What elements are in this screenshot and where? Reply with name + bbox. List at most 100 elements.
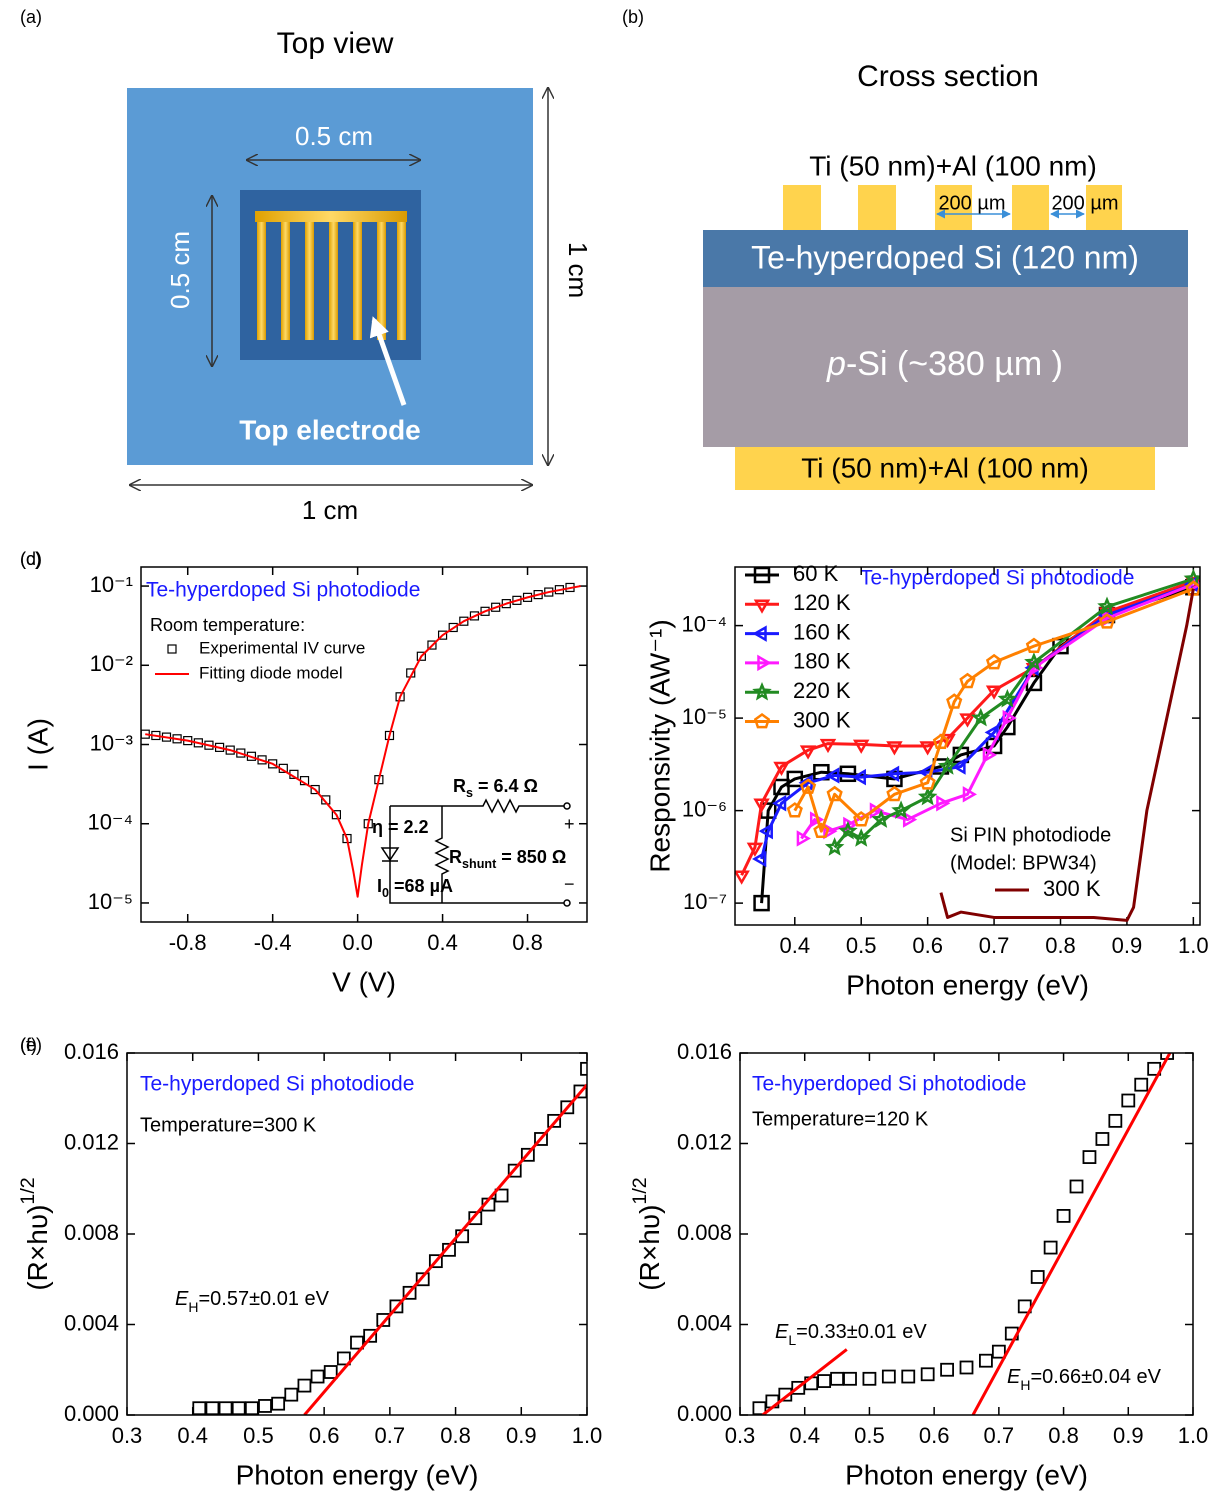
electrode-label: Top electrode <box>239 414 421 445</box>
marker <box>871 809 891 828</box>
marker <box>991 1344 1006 1359</box>
y-tick-label: 0.012 <box>677 1129 732 1154</box>
text-part: =0.33±0.01 eV <box>796 1321 927 1343</box>
y-tick-label: 10⁻⁴ <box>87 810 133 835</box>
marker <box>284 1387 299 1402</box>
x-tick-label: 0.7 <box>979 933 1010 958</box>
legend-entry: 180 K <box>745 649 851 674</box>
marker <box>799 778 817 794</box>
panel-b: (b) Cross section Ti (50 nm)+Al (100 nm)… <box>622 7 1188 490</box>
marker <box>547 1113 562 1128</box>
layer-label: p-Si (~380 µm ) <box>826 345 1063 383</box>
y-tick-label: 10⁻⁵ <box>88 889 133 914</box>
diagram-title: Top view <box>277 27 394 60</box>
marker <box>919 741 936 756</box>
legend-label: Experimental IV curve <box>199 638 365 657</box>
marker <box>940 1362 954 1377</box>
marker <box>520 1147 535 1162</box>
x-axis-label: Photon energy (eV) <box>236 1459 479 1490</box>
marker <box>350 1335 364 1350</box>
marker <box>946 693 963 709</box>
y-tick-label: 10⁻² <box>90 651 133 676</box>
marker <box>494 1188 509 1203</box>
panel-label: (d) <box>20 549 42 569</box>
chart: (e) 0.3 0.4 0.5 0.6 0.7 0.8 0.9 1.0 0.000 0.004 0.0… <box>17 1035 602 1491</box>
marker <box>416 651 426 661</box>
marker <box>580 1061 587 1076</box>
layer-label: Te-hyperdoped Si (120 nm) <box>751 239 1139 275</box>
text-part: 1/2 <box>629 1177 651 1204</box>
marker <box>310 784 320 795</box>
annotation: Te-hyperdoped Si photodiode <box>146 579 420 602</box>
x-tick-label: 0.8 <box>512 930 543 955</box>
text-part: (R×hυ) <box>22 1205 53 1291</box>
electrode <box>255 211 407 340</box>
text-part: = 850 Ω <box>496 847 566 867</box>
series-line <box>761 1348 848 1415</box>
x-tick-label: 0.4 <box>779 933 810 958</box>
legend-label: 220 K <box>793 678 851 703</box>
marker <box>823 822 838 840</box>
panel-label: (b) <box>622 7 644 27</box>
marker <box>937 756 958 775</box>
plot-frame <box>739 1052 1194 1416</box>
marker <box>962 786 978 803</box>
annotation: Si PIN photodiode <box>950 824 1111 846</box>
annotation: (Model: BPW34) <box>950 852 1097 874</box>
marker <box>819 738 837 754</box>
legend-swatch <box>753 599 771 614</box>
marker <box>1030 1270 1045 1284</box>
legend-entry: 300 K <box>995 876 1101 901</box>
marker <box>205 1401 220 1415</box>
y-axis-label: (R×hυ)1/2 <box>17 1177 53 1290</box>
y-tick-label: 0.012 <box>64 1129 119 1154</box>
text-part: (R×hυ) <box>634 1205 665 1291</box>
marker <box>824 837 845 856</box>
series-line <box>145 585 581 898</box>
marker <box>884 765 900 783</box>
legend-label: 300 K <box>1043 876 1101 901</box>
marker <box>402 1285 417 1300</box>
marker <box>395 692 405 702</box>
legend-entry: 300 K <box>745 707 851 732</box>
marker <box>886 785 903 802</box>
plot-frame <box>126 1052 588 1416</box>
marker <box>773 761 790 776</box>
text-part: L <box>788 1332 796 1348</box>
panel-label: (c) <box>20 549 41 569</box>
marker <box>753 798 770 813</box>
marker <box>997 688 1018 708</box>
y-tick-label: 0.008 <box>677 1220 732 1245</box>
marker <box>951 758 966 775</box>
x-tick-label: 0.5 <box>846 933 877 958</box>
spacing-label: 200 µm <box>938 192 1005 214</box>
marker <box>778 1387 793 1402</box>
legend-entry: Experimental IV curve <box>167 638 365 657</box>
x-tick-label: 1.0 <box>1178 933 1209 958</box>
marker <box>796 830 811 847</box>
legend-entry: 60 K <box>745 561 839 586</box>
series-line <box>740 580 1194 876</box>
y-tick-label: 10⁻⁷ <box>683 889 727 914</box>
plot-area <box>192 1061 587 1415</box>
marker <box>853 811 870 827</box>
y-axis-label: I (A) <box>22 718 53 771</box>
marker <box>786 802 803 818</box>
marker <box>985 737 1003 755</box>
annotation: Rshunt = 850 Ω <box>449 847 566 872</box>
series-line <box>800 582 1194 840</box>
marker <box>746 842 764 857</box>
marker <box>920 1367 935 1382</box>
text-part: 1/2 <box>17 1177 39 1204</box>
marker <box>959 672 976 689</box>
marker <box>979 1353 993 1368</box>
marker <box>752 850 767 868</box>
marker <box>1108 1113 1123 1128</box>
marker <box>321 795 331 805</box>
x-tick-label: 0.9 <box>1113 1423 1144 1448</box>
x-tick-label: 0.0 <box>342 930 373 955</box>
text-part: 0 <box>382 886 389 900</box>
panel-label: (e) <box>20 1035 42 1055</box>
legend-swatch <box>752 625 767 642</box>
marker <box>984 724 999 741</box>
